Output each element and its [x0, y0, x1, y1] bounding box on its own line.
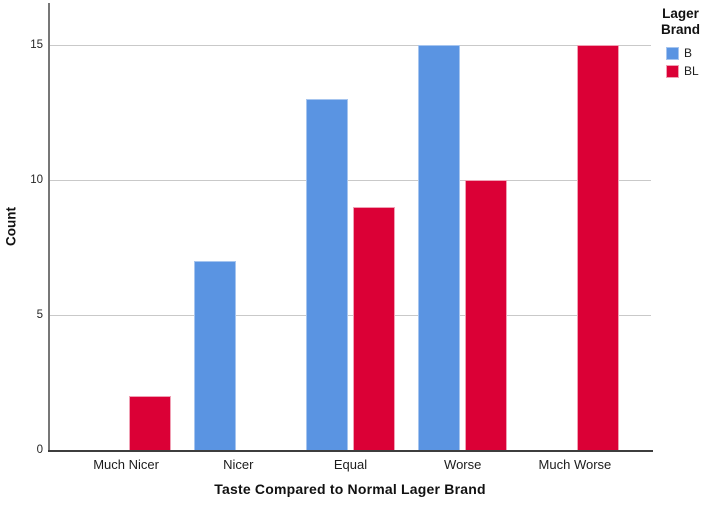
- bar-group-nicer: [182, 3, 294, 450]
- y-tick-label-15: 15: [30, 39, 43, 51]
- legend-title: Lager Brand: [660, 6, 700, 37]
- gridline-y-15: [50, 45, 651, 46]
- legend-entry-b: B: [666, 47, 709, 60]
- bar-group-much-nicer: [70, 3, 182, 450]
- x-axis-line: [48, 450, 653, 452]
- y-axis-line: [48, 3, 50, 452]
- gridline-y-5: [50, 315, 651, 316]
- y-axis-title: Count: [3, 207, 19, 246]
- category-label-much-worse: Much Worse: [538, 457, 612, 472]
- plot-area: [50, 3, 651, 450]
- legend-swatch-bl: [666, 65, 679, 78]
- bar-group-much-worse: [519, 3, 631, 450]
- legend-label-b: B: [684, 46, 693, 60]
- category-label-much-nicer: Much Nicer: [93, 457, 159, 472]
- x-category-labels: Much Nicer Nicer Equal Worse Much Worse: [50, 457, 651, 472]
- bar-group-worse: [407, 3, 519, 450]
- bar-group-equal: [294, 3, 406, 450]
- gridline-y-10: [50, 180, 651, 181]
- bar-b-nicer: [193, 261, 236, 450]
- y-tick-label-5: 5: [36, 309, 43, 321]
- y-tick-label-0: 0: [36, 444, 43, 456]
- category-label-worse: Worse: [444, 457, 482, 472]
- bar-bl-equal: [353, 207, 395, 450]
- category-label-equal: Equal: [333, 457, 368, 472]
- bars-layer: [50, 3, 651, 450]
- y-tick-label-10: 10: [30, 174, 43, 186]
- category-label-nicer: Nicer: [223, 457, 254, 472]
- legend-swatch-b: [666, 47, 679, 60]
- bar-bl-worse: [465, 180, 508, 450]
- bar-bl-much-worse: [577, 45, 620, 450]
- bar-b-worse: [418, 45, 461, 450]
- bar-bl-much-nicer: [128, 396, 171, 450]
- legend-entry-bl: BL: [666, 65, 709, 78]
- legend-label-bl: BL: [684, 64, 699, 78]
- legend-entries: B BL: [652, 47, 709, 78]
- legend: Lager Brand B BL: [652, 6, 709, 83]
- x-axis-title: Taste Compared to Normal Lager Brand: [214, 481, 486, 497]
- bar-b-equal: [306, 99, 348, 450]
